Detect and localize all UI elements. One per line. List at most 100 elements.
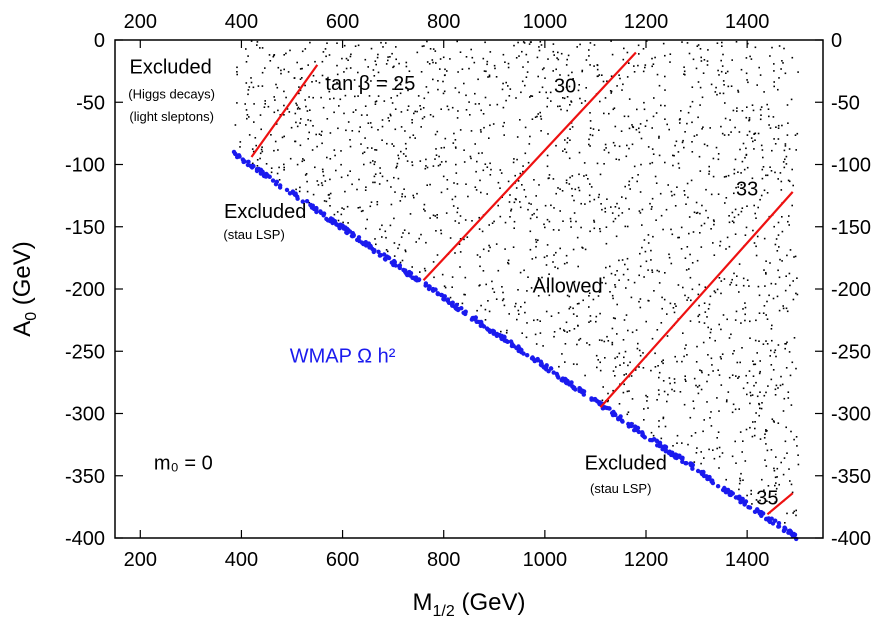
allowed-point <box>699 48 702 50</box>
allowed-point <box>513 201 516 204</box>
allowed-point <box>681 360 683 363</box>
allowed-point <box>566 96 569 98</box>
allowed-point <box>576 236 579 239</box>
y-axis-label: A0 (GeV) <box>9 241 40 337</box>
allowed-point <box>786 452 788 454</box>
allowed-point <box>650 259 652 261</box>
allowed-point <box>260 128 262 131</box>
allowed-point <box>631 177 634 179</box>
allowed-point <box>783 47 785 50</box>
allowed-point <box>522 170 524 173</box>
allowed-point <box>487 300 489 302</box>
allowed-point <box>796 277 798 279</box>
allowed-point <box>368 95 371 97</box>
allowed-point <box>733 216 736 219</box>
wmap-point <box>246 159 251 164</box>
allowed-point <box>706 401 708 403</box>
allowed-point <box>693 461 696 463</box>
wmap-point <box>361 241 366 247</box>
allowed-point <box>387 59 389 62</box>
allowed-point <box>559 210 561 212</box>
allowed-point <box>755 254 758 257</box>
allowed-point <box>654 56 656 59</box>
allowed-point <box>789 374 792 377</box>
allowed-point <box>623 319 626 321</box>
allowed-point <box>762 343 765 345</box>
allowed-point <box>656 329 659 331</box>
allowed-point <box>305 105 307 108</box>
allowed-point <box>770 282 773 285</box>
allowed-point <box>784 289 787 292</box>
allowed-point <box>443 146 445 149</box>
allowed-point <box>795 149 797 151</box>
allowed-point <box>582 299 584 302</box>
allowed-point <box>421 45 424 48</box>
allowed-point <box>745 374 747 377</box>
allowed-point <box>712 219 715 221</box>
allowed-point <box>751 104 754 106</box>
allowed-point <box>349 170 351 172</box>
allowed-point <box>700 56 702 59</box>
allowed-point <box>515 302 517 305</box>
allowed-point <box>488 75 491 78</box>
allowed-point <box>654 352 656 355</box>
allowed-point <box>641 224 643 226</box>
allowed-point <box>355 109 357 111</box>
allowed-point <box>278 179 281 181</box>
allowed-point <box>673 154 675 157</box>
allowed-point <box>301 50 304 53</box>
allowed-point <box>628 390 630 392</box>
allowed-point <box>584 203 586 205</box>
allowed-point <box>777 422 780 424</box>
allowed-point <box>482 113 485 115</box>
wmap-point <box>491 331 496 336</box>
allowed-point <box>644 66 646 69</box>
allowed-point <box>357 207 360 209</box>
allowed-point <box>344 190 346 193</box>
allowed-point <box>772 420 775 422</box>
allowed-point <box>644 250 647 253</box>
allowed-point <box>546 244 549 246</box>
allowed-point <box>569 139 571 141</box>
allowed-point <box>587 178 589 180</box>
allowed-point <box>562 97 564 99</box>
allowed-point <box>774 476 777 479</box>
allowed-point <box>343 71 345 73</box>
allowed-point <box>760 194 763 197</box>
allowed-point <box>507 262 510 265</box>
allowed-point <box>555 251 557 254</box>
wmap-point <box>728 490 734 495</box>
allowed-point <box>537 295 540 297</box>
allowed-point <box>287 71 290 73</box>
allowed-point <box>643 239 646 241</box>
allowed-point <box>790 98 793 101</box>
allowed-point <box>788 272 791 275</box>
allowed-point <box>340 213 343 216</box>
allowed-point <box>373 175 376 178</box>
allowed-point <box>656 269 659 272</box>
allowed-point <box>357 71 359 74</box>
allowed-point <box>561 353 563 355</box>
allowed-point <box>712 449 714 451</box>
allowed-point <box>696 134 698 136</box>
allowed-point <box>245 48 247 50</box>
allowed-point <box>739 361 741 364</box>
allowed-point <box>716 93 718 96</box>
allowed-point <box>429 217 431 219</box>
allowed-point <box>666 313 668 315</box>
allowed-point <box>604 211 607 213</box>
allowed-point <box>779 384 782 387</box>
allowed-point <box>366 218 368 221</box>
allowed-point <box>718 467 720 469</box>
allowed-point <box>684 378 686 381</box>
allowed-point <box>703 59 706 61</box>
allowed-point <box>537 277 540 279</box>
allowed-point <box>698 384 701 387</box>
x-tick-label: 400 <box>225 549 258 571</box>
allowed-point <box>684 257 687 259</box>
top-tick-label: 1000 <box>523 11 568 33</box>
allowed-point <box>257 85 260 87</box>
allowed-point <box>449 237 452 239</box>
allowed-point <box>598 74 601 76</box>
allowed-point <box>300 118 302 120</box>
